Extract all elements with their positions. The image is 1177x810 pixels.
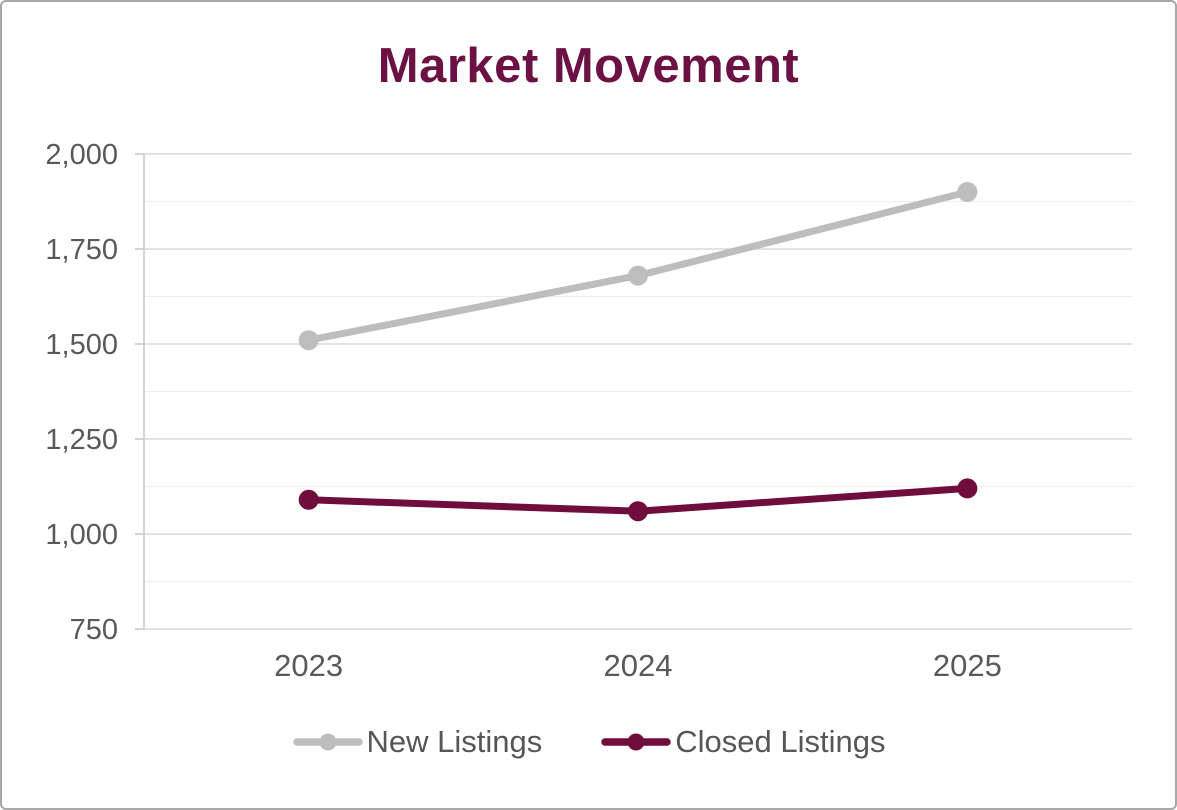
chart-title: Market Movement (377, 39, 800, 93)
svg-text:2024: 2024 (604, 648, 673, 683)
legend-label-closed-listings: Closed Listings (675, 724, 886, 759)
svg-text:1,000: 1,000 (45, 519, 118, 551)
svg-text:2,000: 2,000 (45, 139, 118, 171)
legend-item-new-listings: New Listings (292, 724, 543, 759)
svg-text:2023: 2023 (274, 648, 343, 683)
legend-item-closed-listings: Closed Listings (600, 726, 885, 757)
legend-label-new-listings: New Listings (366, 724, 543, 759)
legend-marker-closed-listings (601, 733, 672, 750)
line-chart-plot: 750 1,000 1,250 1,500 1,750 2,000 2023 2024 2025 (45, 139, 1132, 683)
svg-text:1,250: 1,250 (45, 424, 118, 456)
svg-text:2025: 2025 (933, 648, 1002, 683)
chart-legend: New Listings Closed Listings (2, 726, 1175, 757)
svg-text:1,500: 1,500 (45, 329, 118, 361)
svg-text:750: 750 (70, 614, 118, 646)
legend-marker-new-listings (292, 733, 363, 750)
svg-text:1,750: 1,750 (45, 234, 118, 266)
